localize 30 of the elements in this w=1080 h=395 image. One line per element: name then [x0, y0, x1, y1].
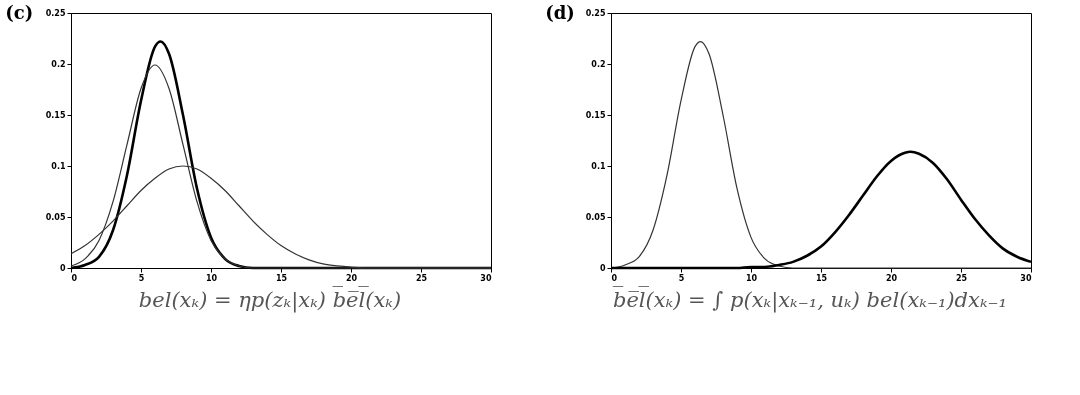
y-tick-label: 0	[59, 263, 66, 273]
y-tick-label: 0.15	[45, 110, 66, 120]
x-tick-label: 15	[815, 273, 828, 283]
text: bel(xₖ) = ηp(zₖ|xₖ) b̅e̅l̅(xₖ)	[137, 288, 403, 312]
x-tick-label: 0	[611, 273, 618, 283]
x-tick-label: 25	[415, 273, 428, 283]
x-tick-label: 0	[71, 273, 78, 283]
x-tick-label: 30	[480, 273, 492, 283]
y-tick-label: 0.1	[591, 161, 606, 171]
x-tick-label: 25	[955, 273, 968, 283]
y-tick-label: 0.2	[51, 59, 66, 69]
x-tick-label: 15	[275, 273, 288, 283]
x-tick-label: 10	[205, 273, 218, 283]
x-tick-label: 20	[885, 273, 898, 283]
y-tick-label: 0.05	[585, 212, 606, 222]
y-tick-label: 0.15	[585, 110, 606, 120]
text: b̅e̅l̅(xₖ) = ∫ p(xₖ|xₖ₋₁, uₖ) bel(xₖ₋₁)dxₖ₋₁	[611, 288, 1009, 312]
x-tick-label: 20	[345, 273, 358, 283]
y-tick-label: 0.2	[591, 59, 606, 69]
chart-title: (d)	[545, 2, 575, 23]
y-tick-label: 0.1	[51, 161, 66, 171]
x-tick-label: 10	[745, 273, 758, 283]
x-tick-label: 5	[138, 273, 145, 283]
x-tick-label: 5	[678, 273, 685, 283]
y-tick-label: 0.25	[585, 8, 606, 18]
x-tick-label: 30	[1020, 273, 1032, 283]
y-tick-label: 0.05	[45, 212, 66, 222]
y-tick-label: 0	[599, 263, 606, 273]
y-tick-label: 0.25	[45, 8, 66, 18]
chart-title: (c)	[5, 2, 34, 23]
